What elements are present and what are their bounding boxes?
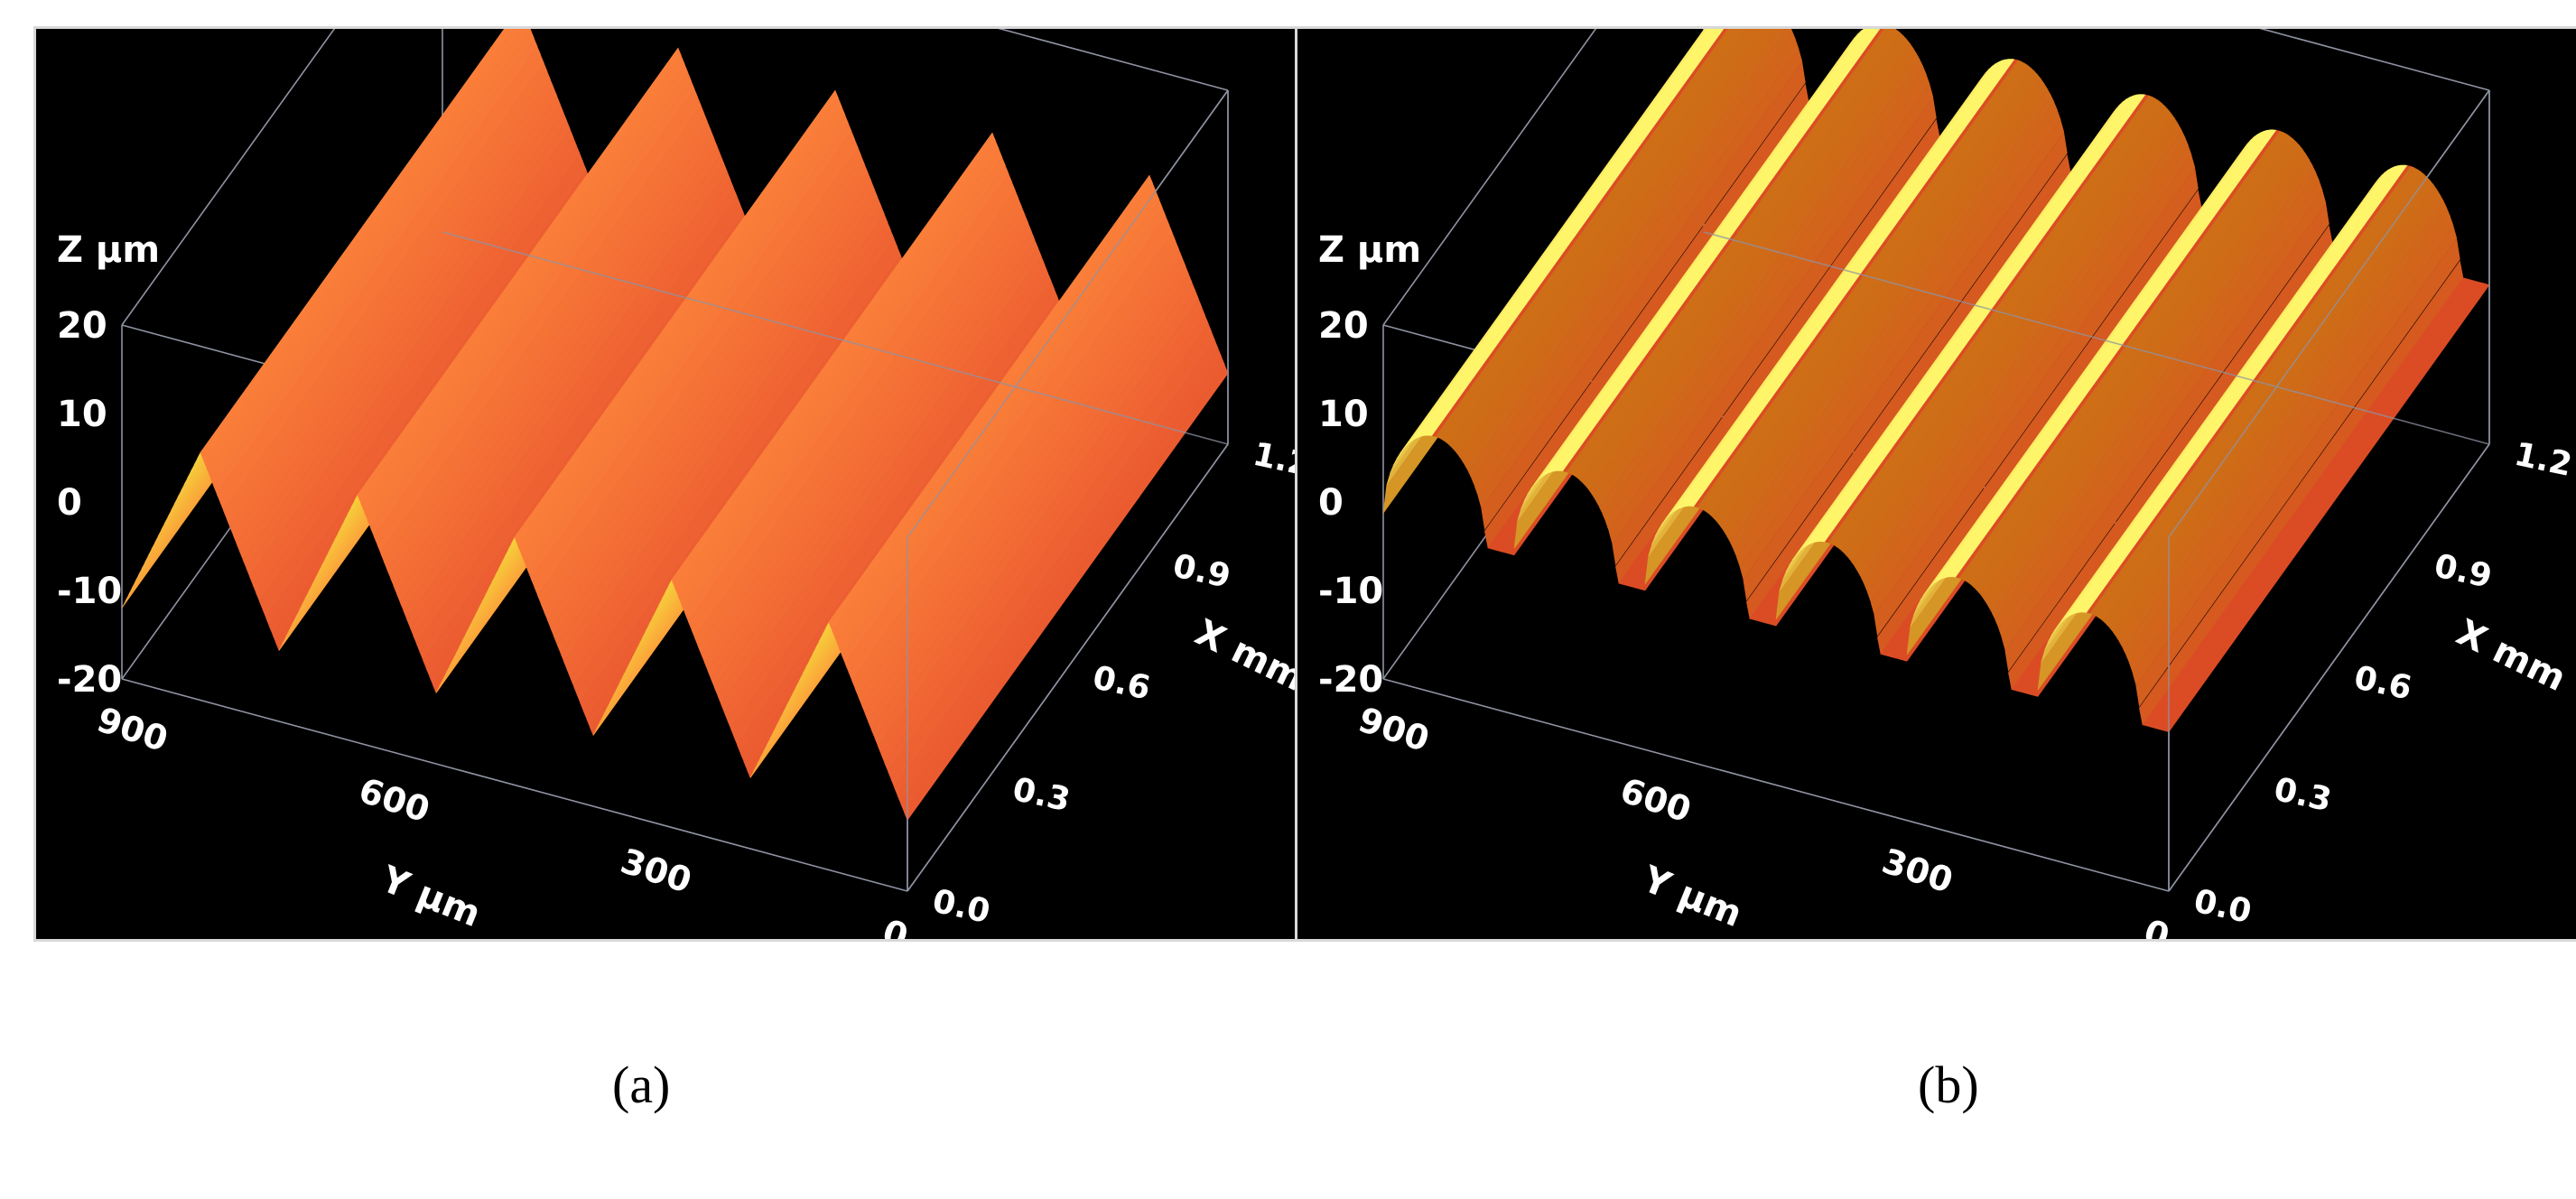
plot-a-surface-strip: [200, 29, 514, 461]
plot-b-surface-strip: [1458, 29, 1772, 460]
plot-b-surface-strip: [1477, 49, 1803, 509]
plot-b-surface-strip: [1743, 132, 2068, 601]
surface-plot-a-svg: 20 10 0 -10 -20 Z µm 900 600 300 0 Y µm 0.0 0.3 0.6 0.…: [57, 29, 1314, 939]
surface-plot-b-svg: 20 10 0 -10 -20 Z µm 900 600 300 0 Y µm 0.0 0.3 0.6 0.…: [1318, 29, 2575, 939]
plot-b-z-axis-label: Z µm: [1318, 229, 1421, 271]
plot-a-x-tick-label: 0.6: [1090, 659, 1154, 707]
plot-a-z-axis-label: Z µm: [57, 229, 160, 271]
plot-b-box-edge: [1382, 29, 1597, 326]
plot-b-surface-strip: [1445, 29, 1747, 445]
plot-a-y-tick-label: 300: [616, 841, 696, 900]
plot-a-z-tick-label: 0: [57, 482, 82, 524]
plot-b-z-tick-label: 10: [1318, 394, 1369, 435]
plot-b-surface-strip: [1556, 29, 1878, 471]
plot-b-y-axis-label: Y µm: [1636, 858, 1748, 935]
plot-a-y-tick-label: 900: [92, 700, 172, 759]
plot-a-y-tick-label: 0: [878, 912, 913, 939]
plot-b-box-edge: [1382, 678, 2170, 892]
plot-b-z-tick-label: 0: [1318, 482, 1344, 524]
plot-a-z-tick-label: 10: [57, 394, 107, 435]
plot-b-surface-strip: [2001, 190, 2327, 651]
plot-b-surface-strip: [1465, 29, 1787, 472]
plot-a-surface-strip: [203, 29, 524, 469]
plot-b-z-tick-label: 20: [1318, 305, 1369, 347]
plot-b-surface-strip: [1546, 29, 1869, 475]
plot-a-box-edge: [998, 29, 1229, 91]
plot-b-y-tick-label: 0: [2139, 912, 2174, 939]
plot-b-surface-strip: [1867, 144, 2192, 603]
plot-b-surface-strip: [1425, 29, 1722, 436]
plot-b-surface-strip: [1874, 167, 2199, 637]
plot-a-y-tick-label: 600: [354, 770, 434, 830]
plot-a-y-axis-label: Y µm: [375, 858, 487, 935]
plot-b-surface-strip: [1552, 29, 1874, 472]
plot-b-box-edge: [2168, 89, 2490, 538]
plot-b-surface-strip: [1549, 29, 1872, 473]
plot-b-x-tick-label: 1.2: [2511, 436, 2575, 484]
plot-b-surface-strip: [1451, 29, 1759, 452]
surface-plot-a: 20 10 0 -10 -20 Z µm 900 600 300 0 Y µm 0.0 0.3 0.6 0.…: [36, 29, 1318, 939]
plot-b-surface-strip: [1431, 29, 1729, 437]
plot-b-surface-strip: [1739, 119, 2065, 580]
plot-a-x-tick-label: 0.0: [929, 883, 993, 931]
plot-b-surface-strip: [1412, 29, 1710, 441]
plot-b-y-tick-label: 300: [1877, 841, 1958, 900]
plot-a-box-edge: [121, 29, 336, 326]
plot-b-surface-strip: [1474, 39, 1799, 497]
plot-b-surface-strip: [1461, 29, 1779, 466]
plot-a-z-tick-label: 20: [57, 305, 107, 347]
plot-b-surface-strip: [1481, 60, 1806, 531]
plot-b-surface-strip: [1608, 84, 1934, 544]
plot-b-z-tick-label: -10: [1318, 571, 1383, 612]
plot-a-box-edge: [121, 678, 908, 892]
plot-b-surface-strip: [1415, 29, 1713, 440]
plot-b-surface-strip: [2135, 237, 2460, 707]
plot-a-box-edge: [907, 443, 1229, 892]
plot-b-surface-strip: [1559, 29, 1881, 472]
plot-a-z-tick-label: -10: [57, 571, 122, 612]
plot-a-surface: [121, 29, 1229, 822]
plot-a-x-axis-label: X mm: [1189, 612, 1311, 701]
plot-b-surface-strip: [2132, 225, 2458, 686]
plot-b-surface-strip: [1612, 97, 1937, 566]
plot-b-surface-strip: [1421, 29, 1718, 437]
plot-b-surface-strip: [1569, 29, 1893, 476]
plot-b-surface-strip: [1441, 29, 1743, 442]
plot-b-surface-strip: [1870, 154, 2196, 616]
plot-b-x-tick-label: 0.0: [2190, 883, 2255, 931]
plot-b-surface-strip: [1566, 29, 1889, 474]
plot-b-surface-strip: [1435, 29, 1733, 439]
plot-b-surface-strip: [1428, 29, 1725, 436]
plot-b-x-tick-label: 0.6: [2351, 659, 2415, 707]
plot-b-surface-strip: [1562, 29, 1885, 473]
surface-plot-b: 20 10 0 -10 -20 Z µm 900 600 300 0 Y µm 0.0 0.3 0.6 0.…: [1297, 29, 2576, 939]
plot-a-z-tick-label: -20: [57, 659, 122, 701]
plot-a-x-tick-label: 0.9: [1169, 547, 1233, 595]
plot-b-x-tick-label: 0.9: [2431, 547, 2495, 595]
plot-b-y-tick-label: 600: [1615, 770, 1696, 830]
plot-b-z-tick-label: -20: [1318, 659, 1383, 701]
plot-b-surface-strip: [1455, 29, 1765, 456]
caption-a: (a): [612, 1055, 671, 1114]
plot-b-box-edge: [2168, 443, 2490, 892]
plot-b-y-tick-label: 900: [1353, 700, 1434, 759]
plot-b-box-edge: [2259, 29, 2490, 91]
plot-b-surface-strip: [1448, 29, 1753, 449]
plot-b-surface-strip: [2004, 202, 2330, 672]
caption-b: (b): [1918, 1055, 1979, 1114]
plot-b-x-tick-label: 0.3: [2271, 771, 2335, 819]
plot-a-box-edge: [442, 231, 1229, 445]
plot-b-surface-strip: [1418, 29, 1716, 438]
plot-a-box-edge: [907, 89, 1229, 538]
plot-b-surface-strip: [1438, 29, 1737, 441]
plot-b-surface: [1382, 29, 2490, 732]
plot-b-surface-strip: [1543, 29, 1867, 476]
plot-b-box-edge: [1703, 231, 2490, 445]
plot-b-x-axis-label: X mm: [2450, 612, 2572, 701]
plot-a-x-tick-label: 0.3: [1009, 771, 1074, 819]
